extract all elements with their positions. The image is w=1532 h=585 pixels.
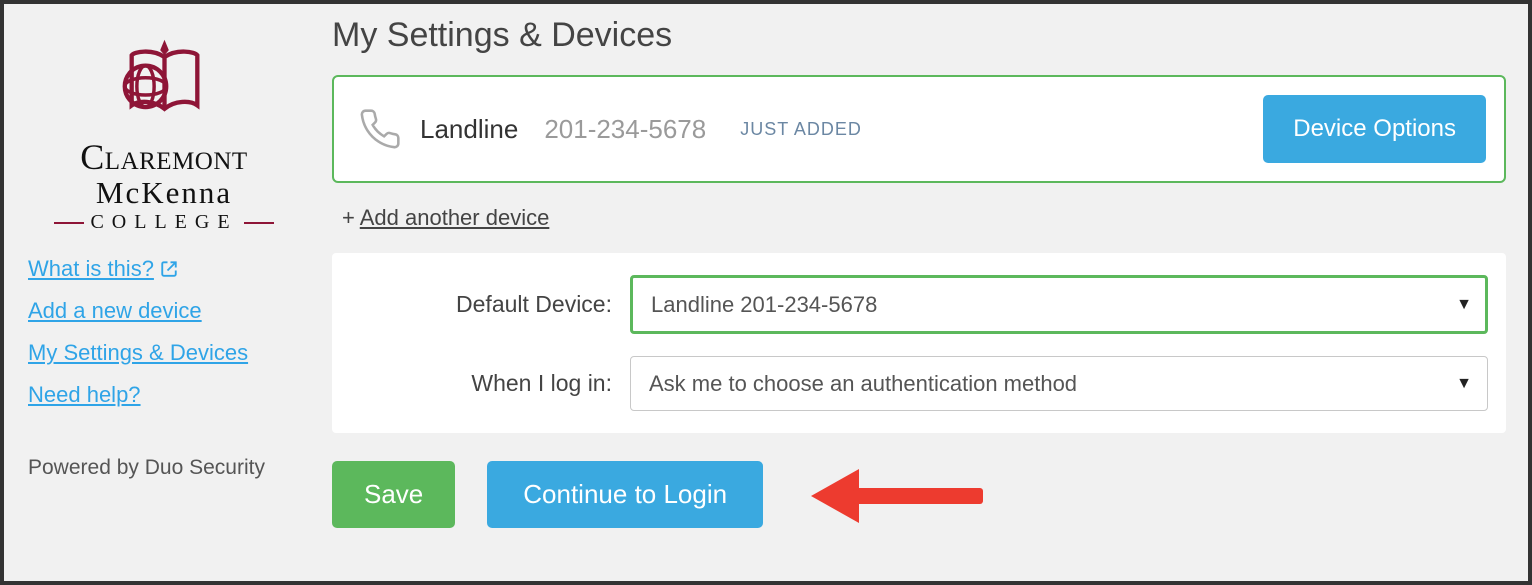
device-type-label: Landline bbox=[420, 114, 518, 145]
link-what-is-this[interactable]: What is this? bbox=[28, 256, 178, 282]
settings-panel: Default Device: Landline 201-234-5678 ▼ … bbox=[332, 253, 1506, 433]
arrow-shaft bbox=[853, 488, 983, 504]
book-globe-icon bbox=[112, 38, 217, 133]
rule-left bbox=[54, 222, 84, 224]
sidebar-links: What is this? Add a new device My Settin… bbox=[28, 256, 300, 418]
device-status-badge: JUST ADDED bbox=[740, 119, 862, 140]
when-login-label: When I log in: bbox=[350, 370, 630, 397]
device-options-button[interactable]: Device Options bbox=[1263, 95, 1486, 163]
default-device-select[interactable]: Landline 201-234-5678 bbox=[630, 275, 1488, 334]
add-another-prefix: + bbox=[342, 205, 360, 230]
link-my-settings[interactable]: My Settings & Devices bbox=[28, 340, 248, 366]
external-link-icon bbox=[160, 260, 178, 278]
logo-text-line2: McKenna bbox=[28, 177, 300, 210]
main-content: My Settings & Devices Landline 201-234-5… bbox=[324, 4, 1528, 581]
device-number: 201-234-5678 bbox=[544, 114, 706, 145]
sidebar: Claremont McKenna COLLEGE What is this? … bbox=[4, 4, 324, 581]
page-title: My Settings & Devices bbox=[332, 16, 1506, 55]
row-when-login: When I log in: Ask me to choose an authe… bbox=[350, 356, 1488, 411]
link-need-help[interactable]: Need help? bbox=[28, 382, 141, 408]
add-another-device[interactable]: + Add another device bbox=[342, 205, 1506, 231]
app-frame: Claremont McKenna COLLEGE What is this? … bbox=[0, 0, 1532, 585]
action-row: Save Continue to Login bbox=[332, 461, 1506, 528]
device-info: Landline 201-234-5678 JUST ADDED bbox=[358, 107, 862, 151]
add-another-label: Add another device bbox=[360, 205, 550, 230]
save-button[interactable]: Save bbox=[332, 461, 455, 528]
org-logo: Claremont McKenna COLLEGE bbox=[28, 28, 300, 234]
annotation-arrow bbox=[811, 469, 991, 521]
row-default-device: Default Device: Landline 201-234-5678 ▼ bbox=[350, 275, 1488, 334]
arrow-head-icon bbox=[811, 469, 859, 523]
logo-text-line3: COLLEGE bbox=[90, 211, 237, 234]
logo-text-line1: Claremont bbox=[28, 139, 300, 177]
when-login-select-wrap: Ask me to choose an authentication metho… bbox=[630, 356, 1488, 411]
landline-phone-icon bbox=[358, 107, 402, 151]
powered-by-text: Powered by Duo Security bbox=[28, 456, 300, 480]
continue-to-login-button[interactable]: Continue to Login bbox=[487, 461, 763, 528]
rule-right bbox=[244, 222, 274, 224]
link-add-device[interactable]: Add a new device bbox=[28, 298, 202, 324]
link-what-is-this-label: What is this? bbox=[28, 256, 154, 282]
device-card: Landline 201-234-5678 JUST ADDED Device … bbox=[332, 75, 1506, 183]
default-device-label: Default Device: bbox=[350, 291, 630, 318]
default-device-select-wrap: Landline 201-234-5678 ▼ bbox=[630, 275, 1488, 334]
logo-text-line3-row: COLLEGE bbox=[28, 211, 300, 234]
when-login-select[interactable]: Ask me to choose an authentication metho… bbox=[630, 356, 1488, 411]
